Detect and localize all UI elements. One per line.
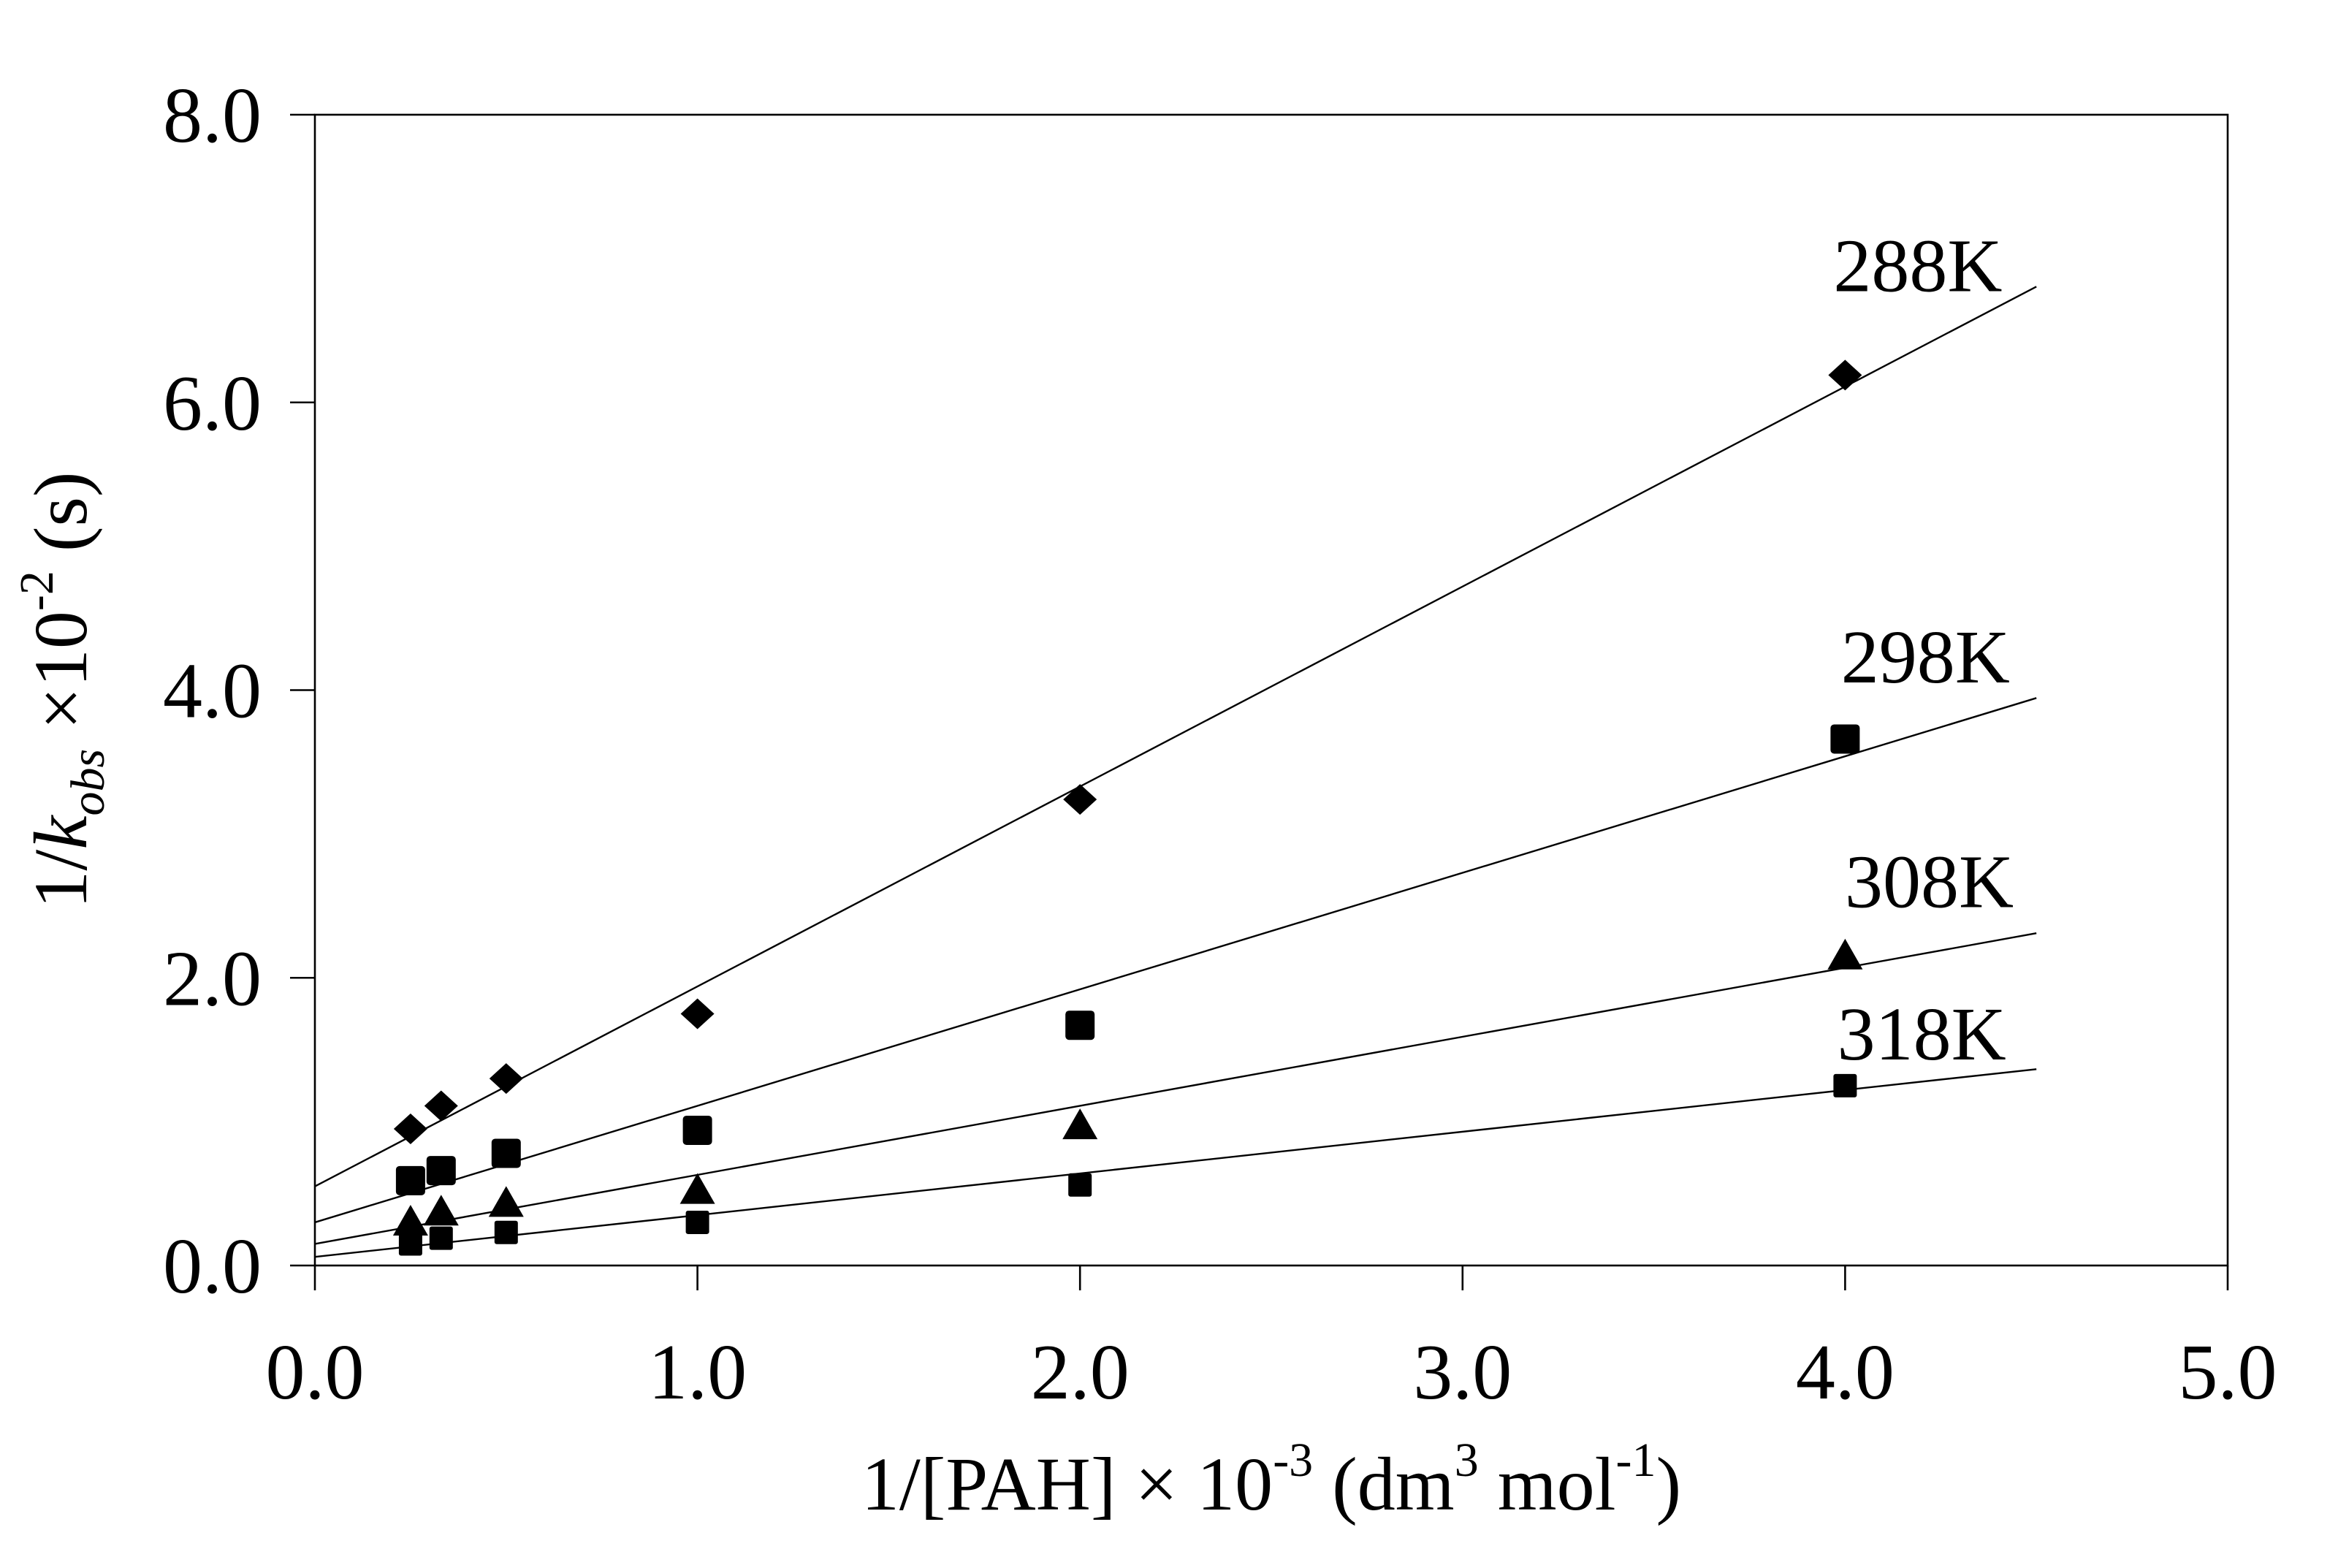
fit-line-318K bbox=[314, 1068, 2037, 1258]
marker-308K bbox=[488, 1186, 524, 1217]
x-tick-label: 5.0 bbox=[2179, 1329, 2277, 1416]
x-axis-title: 1/[PAH] × 10-3 (dm3 mol-1) bbox=[861, 1434, 1681, 1526]
fit-line-298K bbox=[314, 697, 2037, 1224]
marker-318K bbox=[685, 1210, 709, 1234]
x-tick-label: 3.0 bbox=[1413, 1329, 1512, 1416]
marker-288K bbox=[1828, 359, 1862, 391]
y-tick-label: 8.0 bbox=[163, 72, 262, 159]
marker-308K bbox=[392, 1204, 428, 1236]
marker-318K bbox=[398, 1232, 422, 1256]
marker-298K bbox=[426, 1156, 456, 1186]
y-axis-title: 1/kobs ×10-2 (s) bbox=[10, 471, 115, 908]
fit-line-308K bbox=[314, 932, 2037, 1245]
marker-298K bbox=[395, 1165, 425, 1195]
marker-298K bbox=[491, 1138, 521, 1168]
marker-298K bbox=[1065, 1011, 1095, 1040]
marker-318K bbox=[429, 1226, 453, 1250]
marker-318K bbox=[1833, 1073, 1857, 1097]
marker-318K bbox=[1068, 1173, 1092, 1197]
marker-308K bbox=[1827, 938, 1863, 970]
marker-308K bbox=[679, 1173, 715, 1204]
y-tick-label: 2.0 bbox=[163, 935, 262, 1022]
series-label-318K: 318K bbox=[1838, 992, 2006, 1076]
series-label-298K: 298K bbox=[1841, 615, 2010, 699]
marker-298K bbox=[682, 1115, 712, 1145]
x-tick-label: 4.0 bbox=[1796, 1329, 1895, 1416]
x-tick-label: 2.0 bbox=[1031, 1329, 1130, 1416]
marker-288K bbox=[680, 998, 715, 1030]
marker-308K bbox=[423, 1195, 459, 1226]
series-label-288K: 288K bbox=[1833, 224, 2002, 308]
marker-308K bbox=[1062, 1108, 1098, 1140]
y-tick-label: 0.0 bbox=[163, 1223, 262, 1310]
marker-288K bbox=[393, 1113, 427, 1144]
marker-288K bbox=[1063, 784, 1097, 815]
marker-298K bbox=[1830, 724, 1860, 754]
marker-288K bbox=[424, 1090, 458, 1122]
y-tick-label: 4.0 bbox=[163, 648, 262, 735]
x-tick-label: 1.0 bbox=[648, 1329, 747, 1416]
marker-288K bbox=[489, 1063, 523, 1095]
x-tick-label: 0.0 bbox=[266, 1329, 365, 1416]
series-label-308K: 308K bbox=[1845, 840, 2014, 924]
marker-318K bbox=[494, 1220, 518, 1244]
y-tick-label: 6.0 bbox=[163, 360, 262, 447]
fit-line-288K bbox=[314, 286, 2037, 1187]
